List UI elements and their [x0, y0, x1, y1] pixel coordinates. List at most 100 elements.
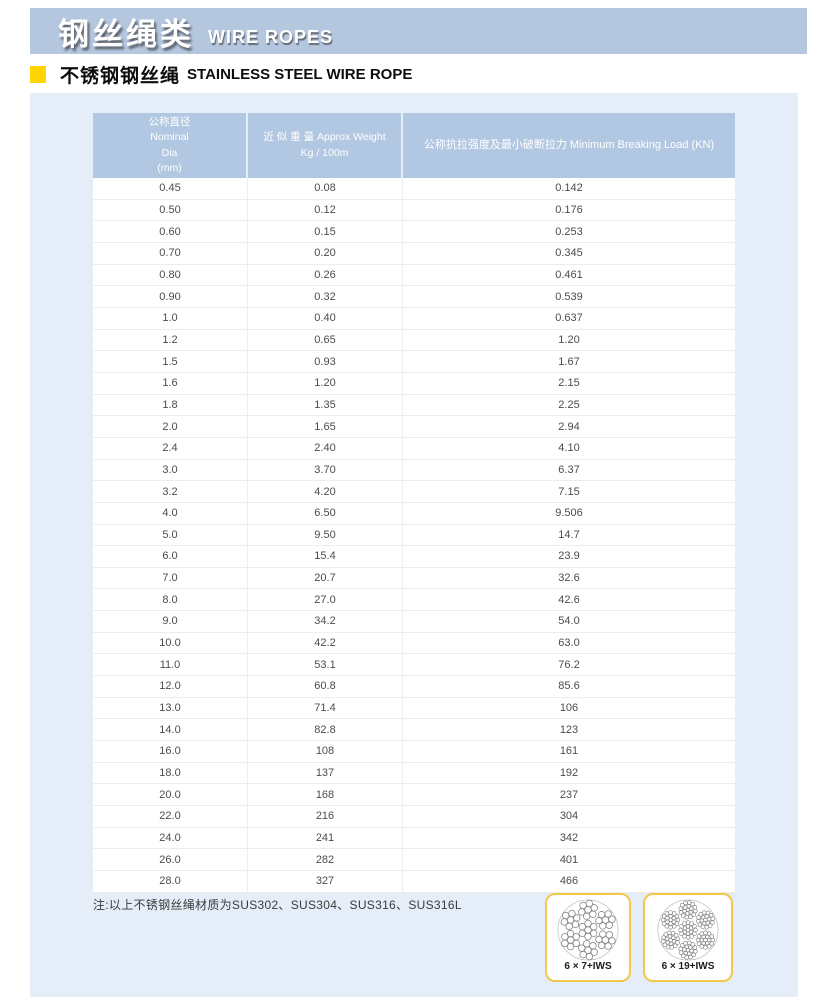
table-cell: 0.08	[248, 178, 403, 199]
table-cell: 3.2	[93, 481, 248, 502]
table-cell: 2.15	[558, 377, 580, 390]
table-row: 10.0 42.2 63.0	[93, 632, 735, 655]
table-cell: 0.70	[93, 242, 248, 264]
table-row: 0.50 0.12 0.176	[93, 199, 735, 222]
table-cell: 0.461	[555, 268, 583, 281]
table-cell: 71.4	[248, 697, 403, 719]
table-cell: 6.50	[248, 502, 403, 524]
yellow-square-bullet-icon	[30, 66, 46, 83]
table-cell: 14.7	[558, 528, 580, 541]
table-row: 14.0 82.8 123	[93, 719, 735, 742]
table-cell: 24.0	[93, 827, 248, 849]
table-cell: 22.0	[93, 806, 248, 827]
table-cell: 53.1	[248, 654, 403, 676]
table-cell: 12.0	[93, 676, 248, 697]
table-cell: 18.0	[93, 762, 248, 784]
table-cell: 0.20	[248, 242, 403, 264]
table-cell: 9.506	[555, 507, 583, 520]
table-cell: 15.4	[248, 546, 403, 567]
table-cell: 20.7	[248, 567, 403, 589]
table-cell: 0.32	[248, 286, 403, 307]
material-footnote: 注:以上不锈钢丝绳材质为SUS302、SUS304、SUS316、SUS316L	[93, 898, 462, 912]
header-line: Dia	[161, 146, 178, 159]
table-row: 18.0 137 192	[93, 762, 735, 785]
column-header-breaking-load: 公称抗拉强度及最小破断拉力 Minimum Breaking Load (KN)	[403, 113, 735, 178]
table-cell: 304	[559, 810, 579, 823]
table-cell: 14.0	[93, 719, 248, 741]
page-title-chinese: 钢丝绳类	[58, 16, 194, 52]
table-cell: 0.345	[555, 247, 583, 260]
table-cell: 0.142	[555, 182, 583, 195]
table-cell: 32.6	[558, 572, 580, 585]
table-cell: 54.0	[558, 615, 580, 628]
table-cell: 13.0	[93, 697, 248, 719]
page-title-english: WIRE ROPES	[208, 26, 334, 47]
section-title-english: STAINLESS STEEL WIRE ROPE	[187, 66, 413, 83]
table-cell: 0.253	[555, 225, 583, 238]
header-line: 近 似 重 量 Approx Weight	[263, 131, 386, 144]
table-cell: 0.90	[93, 286, 248, 307]
table-cell: 34.2	[248, 611, 403, 632]
content-panel: 公称直径 Nominal Dia (mm) 近 似 重 量 Approx Wei…	[30, 93, 798, 997]
table-cell: 4.10	[558, 442, 580, 455]
table-cell: 1.5	[93, 351, 248, 372]
table-cell: 42.2	[248, 632, 403, 654]
table-cell: 0.26	[248, 264, 403, 286]
table-cell: 192	[559, 767, 579, 780]
table-cell: 28.0	[93, 871, 248, 892]
table-row: 0.90 0.32 0.539	[93, 286, 735, 308]
table-cell: 60.8	[248, 676, 403, 697]
table-cell: 26.0	[93, 849, 248, 870]
table-row: 26.0 282 401	[93, 849, 735, 871]
table-row: 16.0 108 161	[93, 741, 735, 763]
section-title-chinese: 不锈钢钢丝绳	[60, 66, 181, 87]
table-cell: 6.37	[558, 463, 580, 476]
table-cell: 0.65	[248, 329, 403, 351]
table-cell: 0.80	[93, 264, 248, 286]
table-cell: 2.25	[558, 398, 580, 411]
table-cell: 241	[248, 827, 403, 849]
rope-diagram-label: 6 × 19+IWS	[661, 961, 715, 972]
table-cell: 6.0	[93, 546, 248, 567]
table-cell: 76.2	[558, 658, 580, 671]
table-row: 0.45 0.08 0.142	[93, 178, 735, 200]
table-cell: 5.0	[93, 524, 248, 546]
table-cell: 0.637	[555, 312, 583, 325]
table-row: 7.0 20.7 32.6	[93, 567, 735, 590]
table-row: 28.0 327 466	[93, 871, 735, 893]
header-line: Kg / 100m	[300, 146, 349, 159]
table-cell: 9.0	[93, 611, 248, 632]
table-cell: 8.0	[93, 589, 248, 611]
table-cell: 10.0	[93, 632, 248, 654]
rope-diagram-label: 6 × 7+IWS	[564, 961, 612, 972]
wire-rope-cross-section-6x7-icon	[557, 899, 619, 961]
table-cell: 327	[248, 871, 403, 892]
table-row: 12.0 60.8 85.6	[93, 676, 735, 698]
table-cell: 7.15	[558, 485, 580, 498]
header-line: (mm)	[157, 161, 182, 174]
table-cell: 108	[248, 741, 403, 762]
table-cell: 401	[559, 853, 579, 866]
table-cell: 16.0	[93, 741, 248, 762]
wire-rope-cross-section-6x19-icon	[657, 899, 719, 961]
table-row: 24.0 241 342	[93, 827, 735, 850]
table-cell: 1.65	[248, 416, 403, 437]
table-cell: 1.35	[248, 394, 403, 416]
table-row: 0.60 0.15 0.253	[93, 221, 735, 243]
table-body: 0.45 0.08 0.142 0.50 0.12 0.176 0.60 0.15 0.253 0…	[93, 178, 735, 893]
rope-diagram-box-6x19: 6 × 19+IWS	[643, 893, 733, 982]
table-cell: 137	[248, 762, 403, 784]
table-cell: 2.4	[93, 437, 248, 459]
table-row: 2.4 2.40 4.10	[93, 437, 735, 460]
table-cell: 0.539	[555, 290, 583, 303]
table-cell: 3.0	[93, 459, 248, 481]
table-cell: 85.6	[558, 680, 580, 693]
table-cell: 282	[248, 849, 403, 870]
table-row: 6.0 15.4 23.9	[93, 546, 735, 568]
page-header-banner: 钢丝绳类 WIRE ROPES	[30, 8, 807, 54]
section-heading: 不锈钢钢丝绳 STAINLESS STEEL WIRE ROPE	[30, 61, 412, 88]
table-row: 3.0 3.70 6.37	[93, 459, 735, 482]
table-cell: 1.20	[558, 333, 580, 346]
table-cell: 168	[248, 784, 403, 806]
